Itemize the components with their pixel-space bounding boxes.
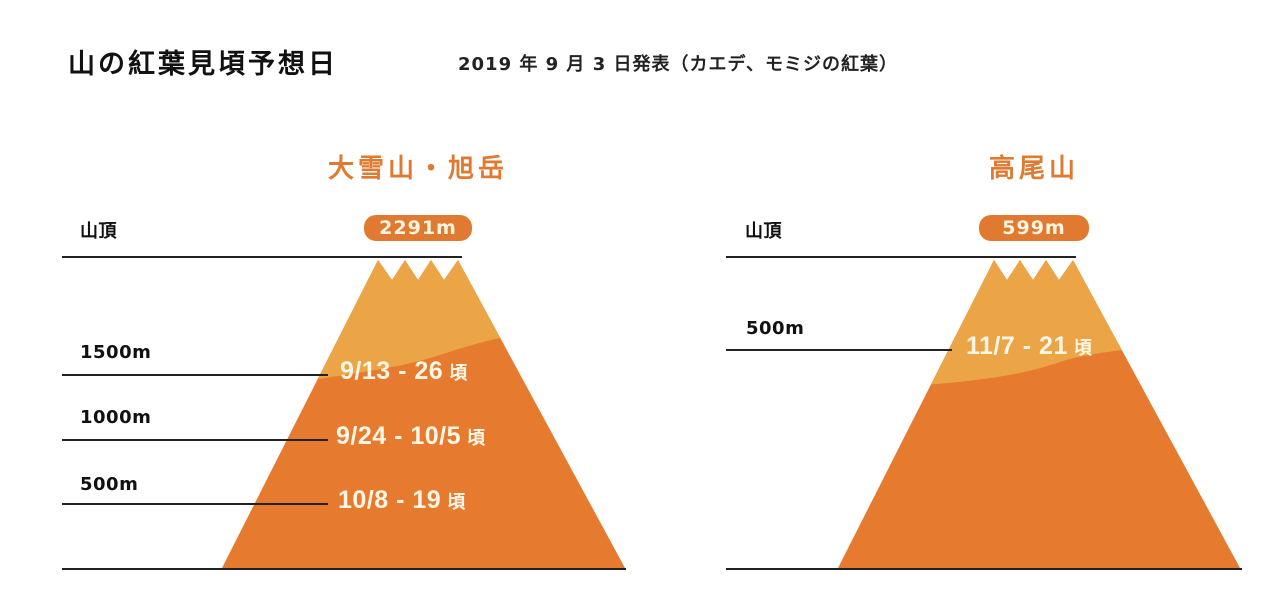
date-suffix: 頃 (1073, 338, 1093, 358)
mountain-panel-asahidake: 大雪山・旭岳 2291m 山頂 1500m 9/13 - 26 頃 1000m 9… (62, 154, 626, 570)
page-subtitle: 2019 年 9 月 3 日発表（カエデ、モミジの紅葉） (458, 54, 898, 75)
page-title: 山の紅葉見頃予想日 (68, 49, 338, 80)
date-period: 11/7 - 21 (966, 332, 1068, 360)
summit-line (726, 256, 1076, 258)
summit-label: 山頂 (80, 221, 117, 242)
elevation-line-1500 (62, 374, 328, 376)
elevation-label-500: 500m (746, 318, 805, 339)
mountain-title: 大雪山・旭岳 (327, 154, 509, 184)
elevation-label-1000: 1000m (80, 407, 152, 428)
date-label-1000: 9/24 - 10/5 頃 (336, 422, 486, 451)
mountain-shape-asahidake (222, 260, 625, 568)
elevation-line-500 (62, 503, 328, 505)
summit-line (62, 256, 462, 258)
date-label-500: 10/8 - 19 頃 (338, 486, 466, 515)
date-period: 10/8 - 19 (338, 486, 442, 514)
date-period: 9/24 - 10/5 (336, 422, 462, 450)
mountain-shape-takao (838, 260, 1240, 568)
date-label-500: 11/7 - 21 頃 (966, 332, 1092, 361)
elevation-label-1500: 1500m (80, 342, 152, 363)
mountain-title: 高尾山 (988, 154, 1080, 184)
date-suffix: 頃 (449, 363, 468, 383)
summit-elevation-badge: 599m (979, 215, 1089, 241)
ground-line (62, 568, 626, 570)
elevation-line-500 (726, 349, 952, 351)
elevation-label-500: 500m (80, 474, 139, 495)
elevation-line-1000 (62, 439, 328, 441)
date-period: 9/13 - 26 (340, 357, 444, 385)
date-label-1500: 9/13 - 26 頃 (340, 357, 468, 386)
date-suffix: 頃 (447, 492, 466, 512)
summit-elevation-badge: 2291m (364, 215, 472, 241)
mountain-panel-takao: 高尾山 599m 山頂 500m 11/7 - 21 頃 (640, 0, 1280, 608)
date-suffix: 頃 (467, 428, 486, 448)
summit-label: 山頂 (745, 221, 782, 242)
ground-line (726, 568, 1242, 570)
